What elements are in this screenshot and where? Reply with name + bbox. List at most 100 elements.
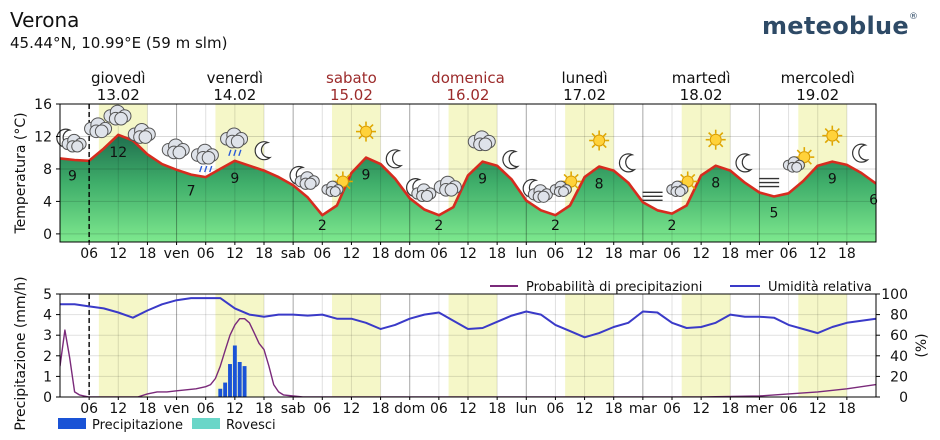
- temperature-label: 8: [711, 176, 720, 192]
- cloud-shape: [411, 183, 437, 203]
- daylight-band: [565, 294, 614, 397]
- cloud-puff: [114, 111, 128, 126]
- humidity-line: [60, 297, 876, 339]
- temperature-axis-label: Temperatura (°C): [13, 112, 29, 234]
- daylight-band: [681, 294, 731, 397]
- cloud-puff: [674, 186, 686, 197]
- cloud-puff: [558, 186, 569, 197]
- sun-cloud-icon: [782, 147, 815, 173]
- cloud-shape: [190, 143, 219, 165]
- sun-cloud-icon: [321, 171, 353, 197]
- xtick-label: 06: [313, 246, 331, 262]
- sun-ray: [719, 143, 724, 148]
- temperature-label: 7: [187, 184, 196, 200]
- day-date: 17.02: [563, 86, 606, 104]
- daylight-band: [448, 294, 498, 397]
- location-title: Verona: [10, 8, 80, 32]
- sun-ray: [574, 173, 579, 178]
- moon-icon: [618, 153, 637, 173]
- showers-legend-swatch: [192, 418, 220, 429]
- precipitation-bar: [237, 361, 242, 397]
- xtick-label: 12: [576, 246, 594, 262]
- xtick-label: mar: [629, 401, 657, 417]
- right-ytick-label: 100: [881, 287, 908, 303]
- xtick-label: mer: [745, 401, 773, 417]
- sun-shape: [794, 147, 815, 168]
- xtick-label: 18: [255, 246, 273, 262]
- temperature-label: 9: [478, 172, 487, 188]
- xtick-label: 18: [139, 246, 157, 262]
- cloud-puff: [94, 124, 109, 139]
- xtick-label: 06: [430, 246, 448, 262]
- xtick-label: 12: [459, 401, 477, 417]
- day-name: venerdì: [207, 69, 263, 87]
- brand-registered-mark: ®: [909, 12, 919, 22]
- right-ytick-label: 40: [890, 349, 908, 365]
- cloud-puff: [478, 137, 493, 152]
- sun-ray: [708, 143, 713, 148]
- xtick-label: 18: [488, 401, 506, 417]
- right-ytick-label: 60: [890, 328, 908, 344]
- moon-icon: [385, 149, 404, 169]
- temperature-label: 2: [318, 218, 327, 234]
- sun-ray: [719, 132, 724, 137]
- precipitation-axis-label: Precipitazione (mm/h): [13, 276, 29, 430]
- xtick-label: 12: [576, 401, 594, 417]
- moon-shape: [735, 153, 753, 173]
- xtick-label: 12: [343, 246, 361, 262]
- sun-ray: [824, 127, 829, 132]
- temperature-label: 9: [828, 172, 837, 188]
- sun-ray: [346, 185, 351, 190]
- day-name: mercoledì: [781, 69, 855, 87]
- moon-shape: [385, 149, 404, 169]
- xtick-label: 06: [547, 246, 565, 262]
- cloud-icon: [84, 117, 113, 139]
- sun-ray: [369, 123, 374, 128]
- precipitation-ytick-label: 3: [43, 328, 52, 344]
- temperature-ytick-label: 16: [34, 97, 52, 113]
- cloudy-moon-icon: [406, 178, 437, 203]
- cloud-puff: [172, 145, 187, 160]
- xtick-label: lun: [515, 246, 537, 262]
- location-coordinates: 45.44°N, 10.99°E (59 m slm): [10, 34, 228, 52]
- temperature-ytick-label: 0: [43, 227, 52, 243]
- sun-ray: [680, 173, 685, 178]
- moon-shape: [502, 150, 520, 170]
- xtick-label: 06: [197, 401, 215, 417]
- line-legend: Probabilità di precipitazioni Umidità rel…: [490, 280, 872, 295]
- precipitation-bar: [228, 364, 232, 397]
- cloud-shape: [103, 104, 132, 126]
- fog-icon: [642, 191, 663, 202]
- sun-ray: [602, 144, 607, 149]
- temperature-label: 9: [362, 168, 371, 184]
- cloud-shape: [61, 133, 87, 153]
- cloud-puff: [791, 161, 803, 173]
- cloud-shape: [84, 117, 113, 139]
- moon-icon: [735, 153, 753, 173]
- moon-icon: [254, 141, 272, 161]
- temperature-label: 6: [869, 193, 878, 209]
- xtick-label: 06: [197, 246, 215, 262]
- temperature-label: 12: [109, 145, 127, 161]
- xtick-label: 18: [139, 401, 157, 417]
- daylight-band: [98, 294, 148, 397]
- day-name: giovedì: [91, 69, 146, 87]
- xtick-label: sab: [281, 246, 306, 262]
- sun-ray: [835, 127, 840, 132]
- precipitation-ytick-label: 1: [43, 369, 52, 385]
- cloud-shape: [127, 123, 156, 144]
- humidity-legend-label: Umidità relativa: [768, 280, 872, 295]
- sun-disc: [336, 175, 349, 188]
- day-name: domenica: [431, 69, 505, 87]
- right-ytick-label: 80: [890, 308, 908, 324]
- cloud-shape: [549, 180, 572, 197]
- meteoblue-logo: meteoblue®: [762, 12, 918, 40]
- xtick-label: lun: [515, 401, 537, 417]
- sun-ray: [335, 173, 340, 178]
- sun-shape: [356, 121, 376, 142]
- xtick-label: 18: [605, 401, 623, 417]
- rain-drop: [228, 149, 232, 157]
- temperature-label: 9: [68, 168, 77, 184]
- precipitation-ytick-label: 4: [43, 308, 52, 324]
